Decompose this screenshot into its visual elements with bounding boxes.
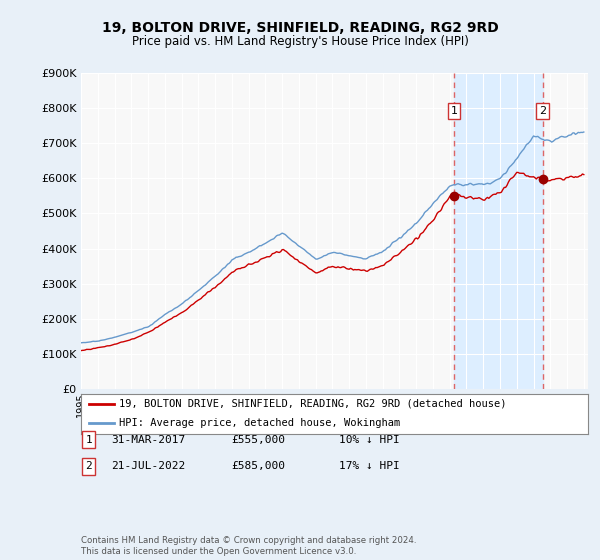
Bar	[454, 73, 543, 389]
Text: 19, BOLTON DRIVE, SHINFIELD, READING, RG2 9RD: 19, BOLTON DRIVE, SHINFIELD, READING, RG…	[101, 21, 499, 35]
Text: 31-MAR-2017: 31-MAR-2017	[111, 435, 185, 445]
Text: 2: 2	[539, 106, 547, 116]
Text: HPI: Average price, detached house, Wokingham: HPI: Average price, detached house, Woki…	[119, 418, 400, 428]
Text: £555,000: £555,000	[231, 435, 285, 445]
Text: 21-JUL-2022: 21-JUL-2022	[111, 461, 185, 472]
Text: Contains HM Land Registry data © Crown copyright and database right 2024.
This d: Contains HM Land Registry data © Crown c…	[81, 536, 416, 556]
Text: 19, BOLTON DRIVE, SHINFIELD, READING, RG2 9RD (detached house): 19, BOLTON DRIVE, SHINFIELD, READING, RG…	[119, 399, 506, 409]
Text: 10% ↓ HPI: 10% ↓ HPI	[339, 435, 400, 445]
Text: 1: 1	[85, 435, 92, 445]
Text: 2: 2	[85, 461, 92, 472]
Text: Price paid vs. HM Land Registry's House Price Index (HPI): Price paid vs. HM Land Registry's House …	[131, 35, 469, 48]
Text: 17% ↓ HPI: 17% ↓ HPI	[339, 461, 400, 472]
Text: 1: 1	[451, 106, 457, 116]
Text: £585,000: £585,000	[231, 461, 285, 472]
